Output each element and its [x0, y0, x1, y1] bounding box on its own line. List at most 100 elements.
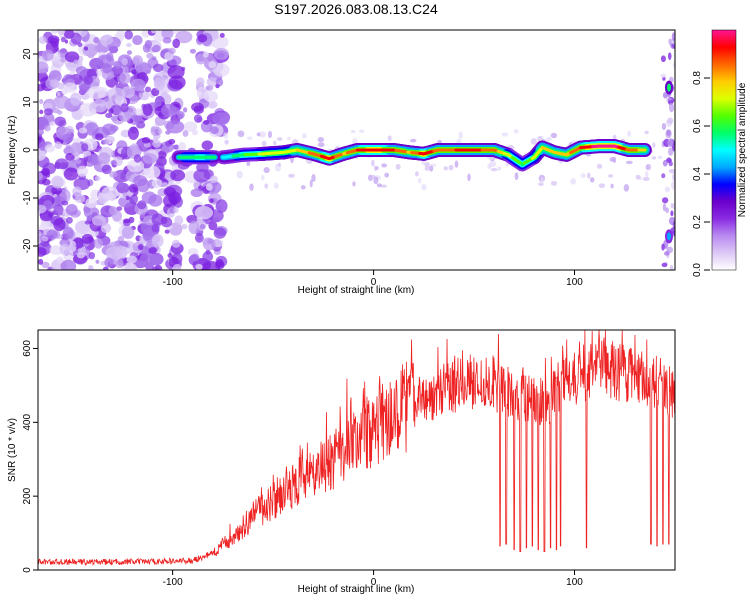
noise-blob — [121, 57, 128, 66]
noise-blob — [666, 157, 672, 163]
noise-blob — [110, 104, 122, 116]
noise-blob — [90, 231, 97, 237]
noise-blob — [118, 109, 132, 122]
noise-blob — [201, 261, 221, 270]
noise-blob — [418, 177, 422, 184]
noise-blob — [195, 53, 206, 65]
noise-blob — [161, 182, 169, 188]
noise-blob — [97, 152, 111, 165]
noise-blob — [93, 82, 100, 87]
noise-blob — [224, 139, 229, 145]
noise-blob — [75, 66, 88, 76]
noise-blob — [642, 176, 650, 181]
noise-blob — [54, 141, 63, 150]
noise-blob — [376, 183, 383, 188]
noise-blob — [627, 130, 632, 137]
noise-blob — [202, 237, 216, 251]
noise-blob — [109, 171, 118, 178]
noise-blob — [41, 261, 50, 269]
noise-blob — [424, 161, 430, 168]
noise-blob — [91, 108, 97, 114]
x-tick-label: 0 — [371, 577, 377, 588]
noise-blob — [164, 229, 170, 234]
noise-blob — [75, 242, 84, 249]
noise-blob — [85, 197, 98, 209]
noise-blob — [88, 265, 94, 270]
noise-blob — [70, 92, 82, 106]
noise-blob — [660, 73, 667, 78]
noise-blob — [668, 147, 674, 156]
noise-blob — [111, 115, 118, 122]
noise-blob — [96, 54, 115, 69]
noise-blob — [61, 133, 74, 143]
noise-blob — [60, 259, 77, 270]
noise-blob — [208, 60, 217, 69]
noise-blob — [94, 175, 101, 181]
noise-blob — [421, 184, 427, 191]
noise-blob — [126, 159, 145, 173]
noise-blob — [44, 144, 56, 153]
noise-blob — [38, 204, 47, 214]
noise-blob — [205, 85, 214, 91]
noise-blob — [101, 164, 112, 175]
noise-blob — [168, 75, 186, 90]
noise-blob — [59, 243, 70, 256]
noise-blob — [580, 173, 586, 178]
noise-blob — [131, 69, 137, 75]
snr-background — [38, 330, 675, 570]
noise-blob — [261, 140, 267, 147]
noise-blob — [137, 200, 147, 210]
noise-blob — [160, 217, 173, 228]
noise-blob — [91, 99, 108, 113]
noise-blob — [668, 168, 675, 174]
noise-blob — [540, 177, 544, 184]
snr-panel: -100 0 100 0 200 400 600 Height of straight l… — [7, 329, 676, 595]
noise-blob — [213, 63, 230, 77]
noise-blob — [65, 203, 78, 216]
noise-blob — [288, 173, 295, 178]
noise-blob — [276, 137, 283, 141]
noise-blob — [135, 108, 144, 116]
noise-blob — [311, 174, 316, 182]
noise-blob — [513, 129, 519, 134]
spectrogram-y-axis-label: Frequency (Hz) — [7, 116, 18, 185]
noise-blob — [142, 103, 153, 116]
noise-blob — [661, 262, 668, 268]
noise-blob — [570, 178, 577, 185]
noise-blob — [128, 184, 139, 193]
snr-x-axis-label: Height of straight line (km) — [298, 584, 415, 595]
noise-blob — [237, 130, 245, 138]
spectrogram-x-axis-label: Height of straight line (km) — [298, 285, 415, 296]
noise-blob — [93, 36, 100, 44]
noise-blob — [76, 252, 86, 259]
noise-blob — [177, 113, 184, 120]
noise-blob — [38, 172, 44, 181]
noise-blob — [74, 73, 80, 79]
noise-blob — [489, 160, 497, 168]
noise-blob — [497, 166, 502, 171]
noise-blob — [102, 139, 110, 145]
noise-blob — [152, 44, 161, 53]
noise-blob — [81, 143, 89, 152]
x-tick-label: -100 — [163, 577, 183, 588]
noise-blob — [151, 178, 163, 189]
noise-blob — [662, 159, 668, 167]
noise-blob — [124, 30, 134, 40]
colorbar: 0.0 0.2 0.4 0.6 0.8 Normalized spectral ampl… — [692, 29, 748, 277]
noise-blob — [609, 157, 615, 162]
noise-blob — [83, 206, 91, 213]
noise-blob — [199, 223, 206, 230]
noise-blob — [191, 129, 198, 136]
noise-blob — [143, 165, 161, 179]
noise-blob — [209, 126, 219, 135]
noise-blob — [259, 131, 267, 138]
y-tick-label: 20 — [22, 48, 33, 60]
noise-blob — [140, 222, 152, 235]
noise-blob — [157, 150, 167, 159]
noise-blob — [635, 174, 641, 180]
noise-blob — [90, 189, 100, 201]
noise-blob — [672, 221, 675, 230]
noise-blob — [213, 227, 227, 239]
noise-blob — [373, 165, 378, 172]
noise-blob — [272, 140, 277, 146]
